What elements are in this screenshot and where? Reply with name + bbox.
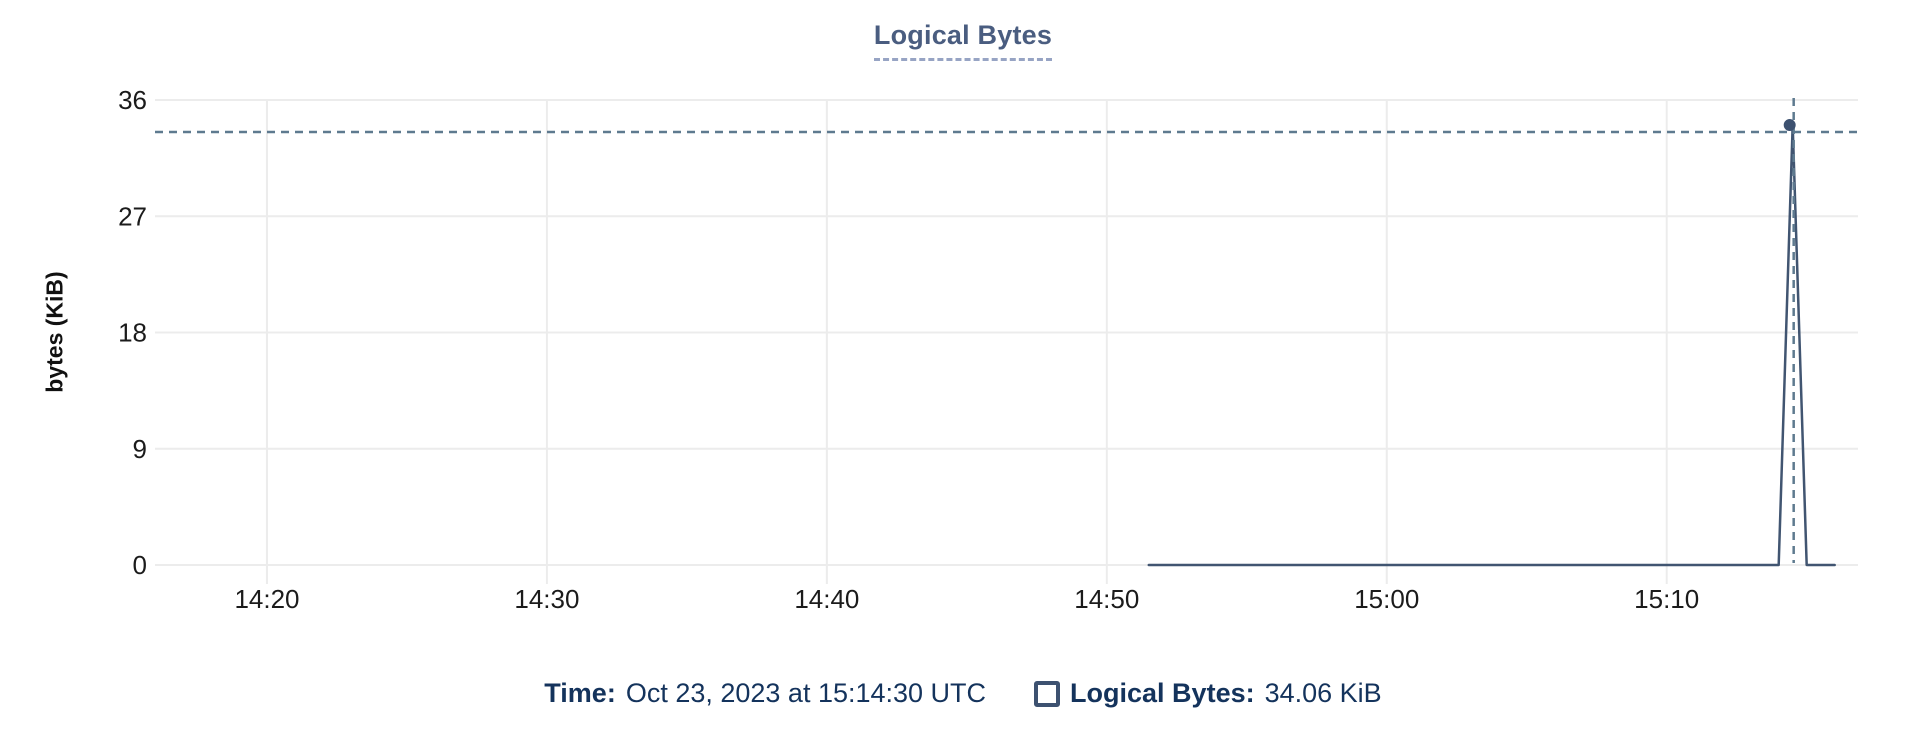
x-tick-label: 14:40 (794, 584, 859, 614)
x-tick-label: 15:10 (1634, 584, 1699, 614)
tooltip-series-value: 34.06 KiB (1264, 678, 1382, 708)
x-tick-label: 14:30 (514, 584, 579, 614)
tooltip-time-label: Time: (544, 678, 616, 708)
y-tick-label: 18 (118, 318, 147, 348)
y-tick-label: 0 (133, 550, 147, 580)
y-tick-label: 9 (133, 434, 147, 464)
hover-tooltip-readout: Time: Oct 23, 2023 at 15:14:30 UTC Logic… (0, 678, 1926, 709)
y-tick-label: 36 (118, 85, 147, 115)
series-line-logical-bytes (1147, 123, 1836, 567)
x-tick-label: 14:50 (1074, 584, 1139, 614)
legend-swatch-logical-bytes (1034, 680, 1061, 707)
x-tick-label: 15:00 (1354, 584, 1419, 614)
y-tick-label: 27 (118, 201, 147, 231)
tooltip-series-label: Logical Bytes: (1070, 678, 1255, 708)
chart-title-wrap: Logical Bytes (0, 20, 1926, 61)
chart-title[interactable]: Logical Bytes (873, 20, 1053, 61)
tooltip-time-value: Oct 23, 2023 at 15:14:30 UTC (625, 678, 987, 708)
data-point-dot (1783, 119, 1796, 132)
x-tick-label: 14:20 (234, 584, 299, 614)
